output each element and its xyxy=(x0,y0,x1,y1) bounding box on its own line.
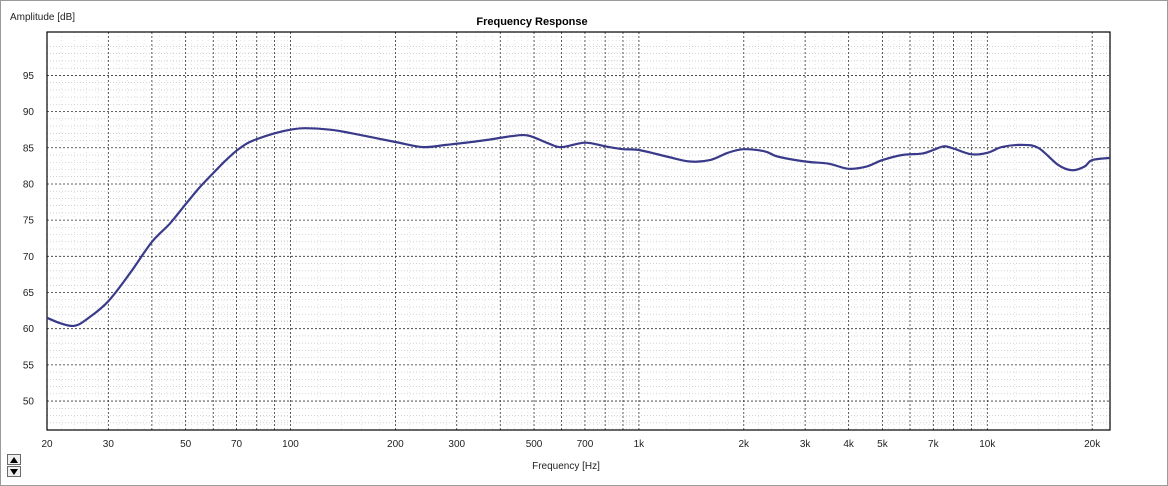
y-tick-label: 95 xyxy=(23,71,35,82)
plot-background xyxy=(47,32,1110,430)
x-tick-label: 10k xyxy=(979,439,996,450)
x-tick-label: 500 xyxy=(526,439,543,450)
scroll-down-button[interactable] xyxy=(7,466,21,477)
x-tick-label: 3k xyxy=(800,439,812,450)
x-tick-label: 20k xyxy=(1084,439,1101,450)
plot-border xyxy=(46,31,1111,431)
x-tick-label: 5k xyxy=(877,439,889,450)
y-tick-label: 85 xyxy=(23,143,35,154)
arrow-down-icon xyxy=(10,468,18,475)
y-tick-label: 90 xyxy=(23,107,35,118)
x-tick-label: 1k xyxy=(634,439,646,450)
x-tick-label: 7k xyxy=(928,439,940,450)
x-axis-label: Frequency [Hz] xyxy=(532,461,600,472)
arrow-up-icon xyxy=(10,456,18,463)
chart-title: Frequency Response xyxy=(476,16,587,28)
x-tick-label: 200 xyxy=(387,439,404,450)
x-tick-label: 70 xyxy=(231,439,243,450)
x-tick-label: 20 xyxy=(41,439,53,450)
x-tick-label: 4k xyxy=(843,439,855,450)
x-tick-label: 300 xyxy=(448,439,465,450)
frequency-response-line xyxy=(46,127,1111,328)
x-tick-label: 2k xyxy=(739,439,751,450)
x-tick-label: 700 xyxy=(577,439,594,450)
x-tick-label: 100 xyxy=(282,439,299,450)
y-tick-label: 70 xyxy=(23,252,35,263)
y-tick-label: 55 xyxy=(23,360,35,371)
y-tick-label: 65 xyxy=(23,288,35,299)
y-axis-label: Amplitude [dB] xyxy=(10,12,75,23)
plot-area: 50 55 60 65 70 75 80 85 90 95 20 30 50 70 100 200 300 500… xyxy=(23,31,1111,450)
y-tick-label: 75 xyxy=(23,216,35,227)
y-tick-label: 50 xyxy=(23,397,35,408)
y-tick-label: 60 xyxy=(23,324,35,335)
y-tick-label: 80 xyxy=(23,179,35,190)
x-tick-label: 30 xyxy=(103,439,115,450)
scroll-up-button[interactable] xyxy=(7,454,21,465)
x-tick-label: 50 xyxy=(180,439,192,450)
